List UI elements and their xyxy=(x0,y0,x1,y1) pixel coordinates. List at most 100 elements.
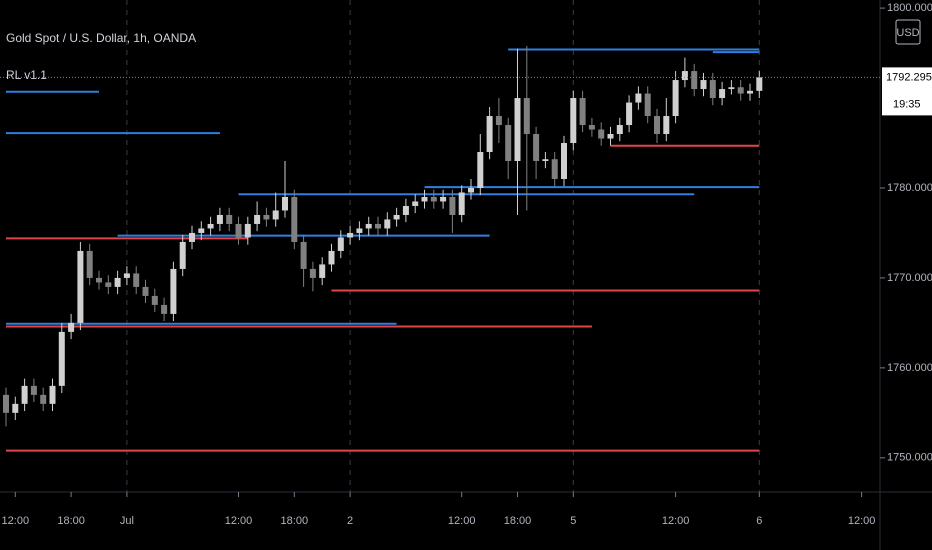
candle-body xyxy=(123,273,130,278)
candle-body xyxy=(458,192,465,215)
candle-body xyxy=(430,196,437,202)
candle-body xyxy=(151,295,158,305)
y-tick-label: 1780.000 xyxy=(887,182,932,194)
candle-body xyxy=(207,223,214,229)
y-tick-label: 1760.000 xyxy=(887,362,932,374)
candle-body xyxy=(216,214,223,224)
candle-body xyxy=(226,214,233,224)
candle-body xyxy=(533,134,540,162)
candle-body xyxy=(142,286,149,296)
countdown-label: 19:35 xyxy=(893,98,921,110)
candle-body xyxy=(105,282,112,287)
currency-box[interactable] xyxy=(895,19,921,45)
candle-body xyxy=(96,277,102,283)
candle-body xyxy=(440,196,447,202)
candle-body xyxy=(579,98,586,126)
candle-body xyxy=(412,201,419,206)
candle-body xyxy=(561,143,567,179)
candle-body xyxy=(384,219,391,229)
candle-body xyxy=(495,116,502,126)
candle-body xyxy=(691,71,698,90)
candle-body xyxy=(3,394,9,413)
candle-body xyxy=(328,250,335,265)
candle-body xyxy=(514,98,521,162)
candle-body xyxy=(663,116,670,135)
candle-body xyxy=(719,89,726,99)
candle-body xyxy=(505,125,512,162)
candle-body xyxy=(365,223,372,229)
candle-body xyxy=(198,228,205,233)
candle-body xyxy=(291,196,298,242)
candle-body xyxy=(654,116,660,135)
candle-body xyxy=(635,93,642,103)
y-tick-label: 1750.000 xyxy=(887,452,932,464)
x-tick-label: 12:00 xyxy=(225,515,253,527)
last-price-box xyxy=(882,67,932,116)
candle-body xyxy=(523,98,530,135)
candle-body xyxy=(598,129,605,139)
candle-body xyxy=(393,214,400,220)
x-tick-label: Jul xyxy=(120,515,134,527)
candle-body xyxy=(375,223,381,229)
candle-body xyxy=(170,268,177,314)
candle-body xyxy=(77,250,84,323)
candle-body xyxy=(626,102,633,126)
x-tick-label: 18:00 xyxy=(57,515,85,527)
x-tick-label: 12:00 xyxy=(2,515,30,527)
candle-body xyxy=(263,214,270,220)
candle-body xyxy=(607,134,614,139)
candle-body xyxy=(709,80,716,99)
candle-body xyxy=(58,331,65,386)
x-tick-label: 18:00 xyxy=(281,515,309,527)
y-tick-label: 1800.000 xyxy=(887,2,932,14)
candle-body xyxy=(700,80,707,90)
candle-body xyxy=(542,159,549,162)
candle-body xyxy=(319,264,326,278)
candle-body xyxy=(486,116,493,153)
candle-body xyxy=(86,250,93,278)
candle-body xyxy=(337,237,344,251)
candle-body xyxy=(756,77,763,91)
candle-body xyxy=(672,80,679,117)
candle-body xyxy=(189,232,195,242)
chart-title: Gold Spot / U.S. Dollar, 1h, OANDA xyxy=(6,31,196,45)
currency-label[interactable]: USD xyxy=(896,27,919,39)
indicator-label: RL v1.1 xyxy=(6,68,47,82)
candle-body xyxy=(254,214,261,224)
candle-body xyxy=(21,385,28,404)
candle-body xyxy=(49,385,56,404)
candle-body xyxy=(300,241,307,269)
x-tick-label: 2 xyxy=(347,515,353,527)
candle-body xyxy=(133,273,140,287)
candle-body xyxy=(477,152,484,188)
x-tick-label: 12:00 xyxy=(448,515,476,527)
candle-body xyxy=(235,223,242,238)
candle-body xyxy=(449,196,456,215)
y-tick-label: 1770.000 xyxy=(887,272,932,284)
candle-body xyxy=(681,71,688,81)
candle-body xyxy=(40,394,47,404)
x-tick-label: 5 xyxy=(570,515,576,527)
candle-body xyxy=(356,228,363,233)
candle-body xyxy=(468,187,474,193)
candle-body xyxy=(421,196,428,202)
x-tick-label: 12:00 xyxy=(848,515,876,527)
candle-body xyxy=(644,93,651,117)
candle-body xyxy=(244,223,251,238)
candle-body xyxy=(309,268,316,278)
x-tick-label: 18:00 xyxy=(504,515,532,527)
candle-body xyxy=(282,196,288,211)
x-tick-label: 6 xyxy=(756,515,762,527)
candle-body xyxy=(114,277,121,287)
candle-body xyxy=(347,232,354,238)
x-tick-label: 12:00 xyxy=(662,515,690,527)
candle-body xyxy=(551,159,558,179)
candle-body xyxy=(161,304,168,314)
candle-body xyxy=(68,322,75,332)
candle-body xyxy=(747,90,753,94)
candle-body xyxy=(30,385,37,395)
candle-body xyxy=(570,98,577,144)
